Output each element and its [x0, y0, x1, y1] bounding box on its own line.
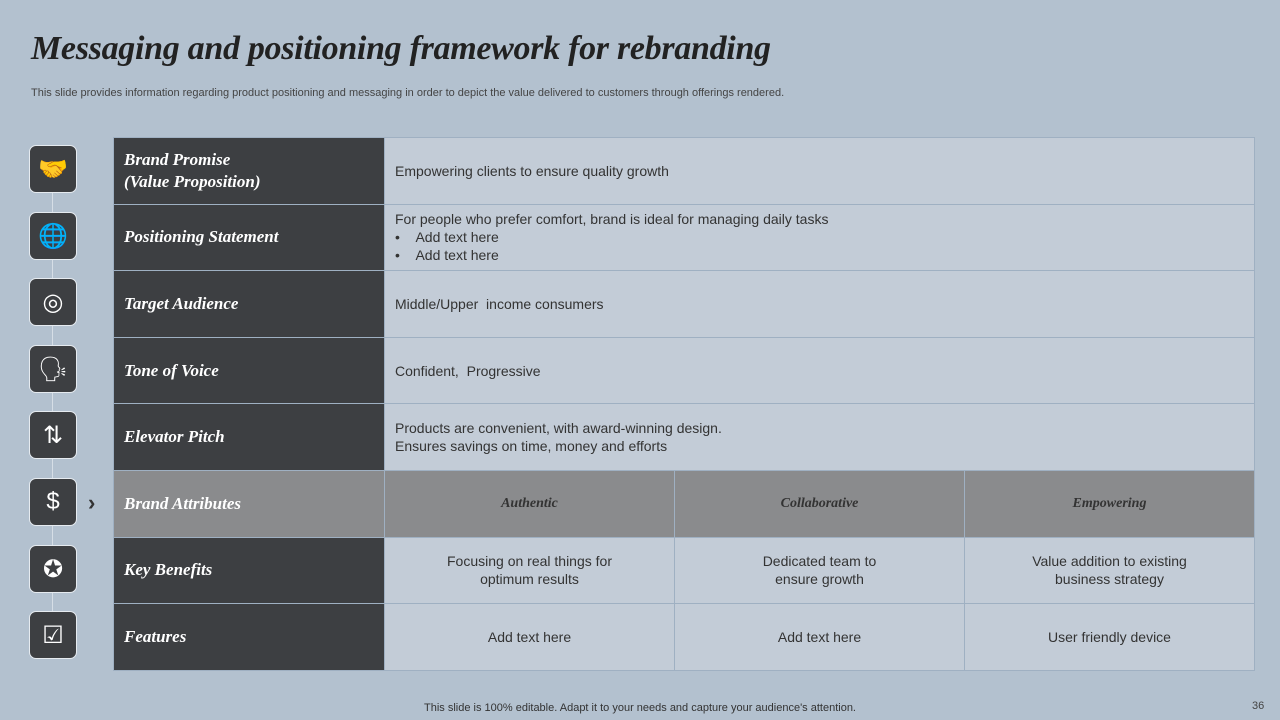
page-title: Messaging and positioning framework for … [31, 30, 771, 67]
benefit-cell: Focusing on real things for optimum resul… [384, 536, 675, 605]
handshake-icon: 🤝 [29, 145, 77, 193]
benefit-cell: Dedicated team to ensure growth [674, 536, 965, 605]
table-row: Positioning Statement For people who pref… [113, 203, 1255, 272]
row-label: Elevator Pitch [113, 403, 385, 471]
target-audience-icon: ◎ [29, 278, 77, 326]
attribute-cell: Authentic [384, 469, 675, 538]
page-number: 36 [1252, 700, 1265, 712]
footer-note: This slide is 100% editable. Adapt it to… [424, 702, 856, 714]
elevator-icon: ⇅ [29, 411, 77, 459]
framework-table: Brand Promise (Value Proposition) Empoweri… [113, 137, 1255, 671]
row-value: Middle/Upper income consumers [384, 270, 1255, 338]
row-label: Brand Attributes [113, 469, 385, 538]
subtitle: This slide provides information regardin… [31, 87, 785, 99]
table-row: Tone of Voice Confident, Progressive [113, 336, 1255, 405]
row-label: Features [113, 603, 385, 671]
row-value: Confident, Progressive [384, 336, 1255, 405]
table-row: Target Audience Middle/Upper income consu… [113, 270, 1255, 338]
row-label: Target Audience [113, 270, 385, 338]
table-row: Features Add text here Add text here User f… [113, 603, 1255, 671]
row-value: For people who prefer comfort, brand is … [384, 203, 1255, 272]
row-value: Products are convenient, with award-winn… [384, 403, 1255, 471]
row-label: Key Benefits [113, 536, 385, 605]
chevron-right-icon: › [88, 490, 96, 515]
row-label: Tone of Voice [113, 336, 385, 405]
row-value: Empowering clients to ensure quality gro… [384, 137, 1255, 205]
feature-cell: Add text here [674, 603, 965, 671]
row-label: Brand Promise (Value Proposition) [113, 137, 385, 205]
feature-cell: User friendly device [964, 603, 1255, 671]
table-row: Brand Promise (Value Proposition) Empoweri… [113, 137, 1255, 205]
feature-cell: Add text here [384, 603, 675, 671]
globe-location-icon: 🌐 [29, 212, 77, 260]
table-row: Brand Attributes Authentic Collaborative Em… [113, 469, 1255, 538]
price-tag-dollar-icon: $ [29, 478, 77, 526]
table-row: Key Benefits Focusing on real things for… [113, 536, 1255, 605]
checklist-icon: ☑ [29, 611, 77, 659]
benefit-cell: Value addition to existing business strat… [964, 536, 1255, 605]
connector-line [52, 170, 53, 635]
speaking-head-icon: 🗣 [29, 345, 77, 393]
attribute-cell: Collaborative [674, 469, 965, 538]
table-row: Elevator Pitch Products are convenient, w… [113, 403, 1255, 471]
attribute-cell: Empowering [964, 469, 1255, 538]
row-label: Positioning Statement [113, 203, 385, 272]
hands-star-icon: ✪ [29, 545, 77, 593]
